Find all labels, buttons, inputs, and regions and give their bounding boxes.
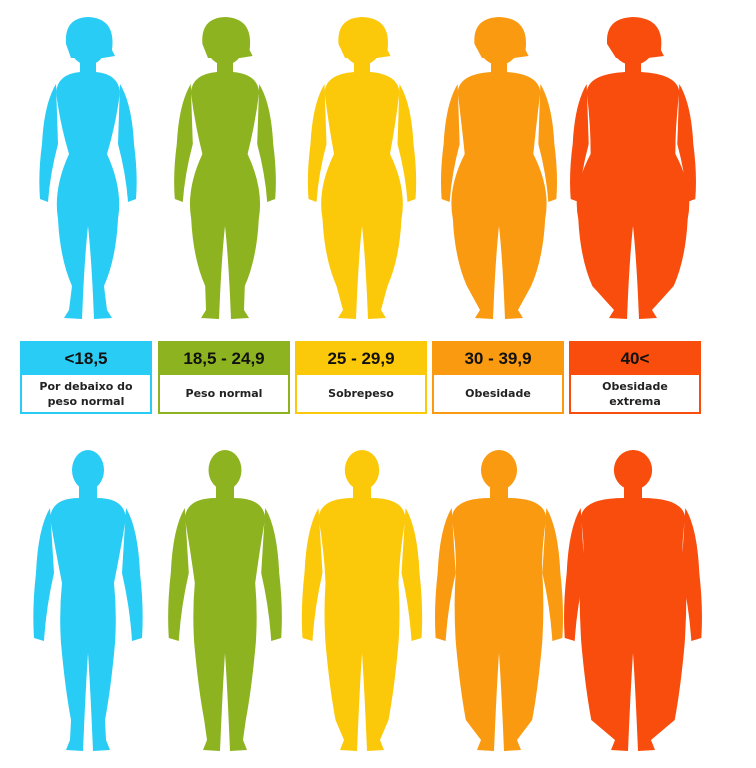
man-silhouette-icon — [434, 450, 564, 751]
bmi-category-card: <18,5 Por debaixo do peso normal — [20, 341, 152, 414]
man-silhouette-icon — [168, 450, 282, 751]
bmi-category-card: 25 - 29,9 Sobrepeso — [295, 341, 427, 414]
woman-silhouette-icon — [570, 17, 696, 319]
bmi-category-name: Obesidade — [465, 387, 531, 400]
bmi-range-label: <18,5 — [22, 343, 150, 375]
bmi-range-label: 30 - 39,9 — [434, 343, 562, 375]
bmi-category-card: 18,5 - 24,9 Peso normal — [158, 341, 290, 414]
bmi-category-name: Sobrepeso — [328, 387, 394, 400]
bmi-range-label: 40< — [571, 343, 699, 375]
woman-silhouette-icon — [39, 17, 137, 319]
bmi-category-name: Obesidade extrema — [602, 379, 668, 408]
female-silhouettes-row — [0, 14, 756, 326]
man-silhouette-icon — [564, 450, 702, 751]
man-silhouette-icon — [301, 450, 423, 751]
woman-silhouette-icon — [174, 17, 276, 319]
bmi-range-label: 25 - 29,9 — [297, 343, 425, 375]
woman-silhouette-icon — [440, 17, 558, 319]
bmi-range-label: 18,5 - 24,9 — [160, 343, 288, 375]
bmi-category-name: Peso normal — [185, 387, 263, 400]
bmi-category-card: 30 - 39,9 Obesidade — [432, 341, 564, 414]
bmi-category-card: 40< Obesidade extrema — [569, 341, 701, 414]
woman-silhouette-icon — [307, 17, 417, 319]
man-silhouette-icon — [33, 450, 143, 751]
bmi-categories-row: <18,5 Por debaixo do peso normal 18,5 - 24… — [20, 341, 702, 418]
male-silhouettes-row — [0, 448, 756, 758]
bmi-category-name: Por debaixo do peso normal — [39, 379, 133, 408]
